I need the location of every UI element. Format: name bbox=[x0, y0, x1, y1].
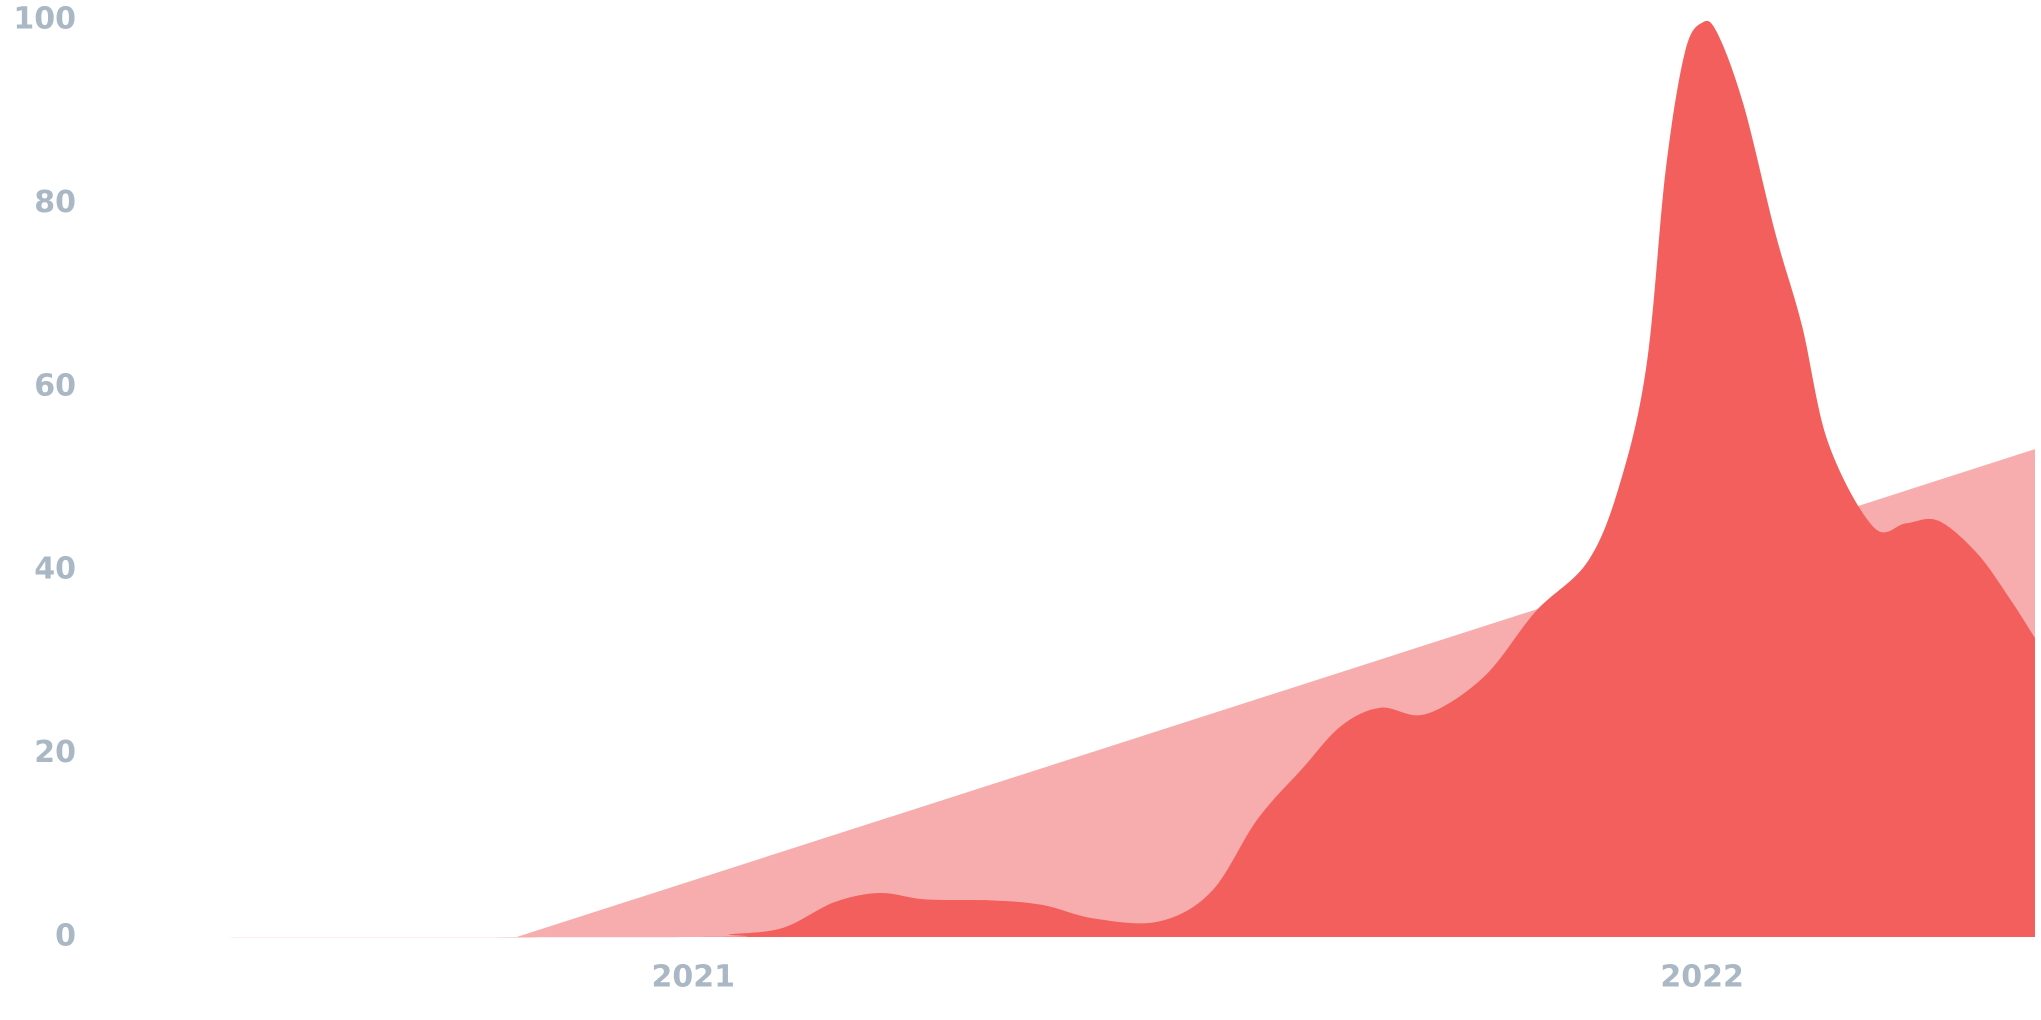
x-tick-label: 2021 bbox=[651, 960, 735, 995]
y-tick-label: 100 bbox=[13, 2, 76, 37]
area bbox=[98, 20, 2035, 938]
y-tick-label: 0 bbox=[55, 919, 76, 954]
y-tick-label: 40 bbox=[34, 552, 76, 587]
x-tick-label: 2022 bbox=[1660, 960, 1744, 995]
y-tick-label: 60 bbox=[34, 368, 76, 403]
y-tick-label: 20 bbox=[34, 735, 76, 770]
y-tick-label: 80 bbox=[34, 185, 76, 220]
